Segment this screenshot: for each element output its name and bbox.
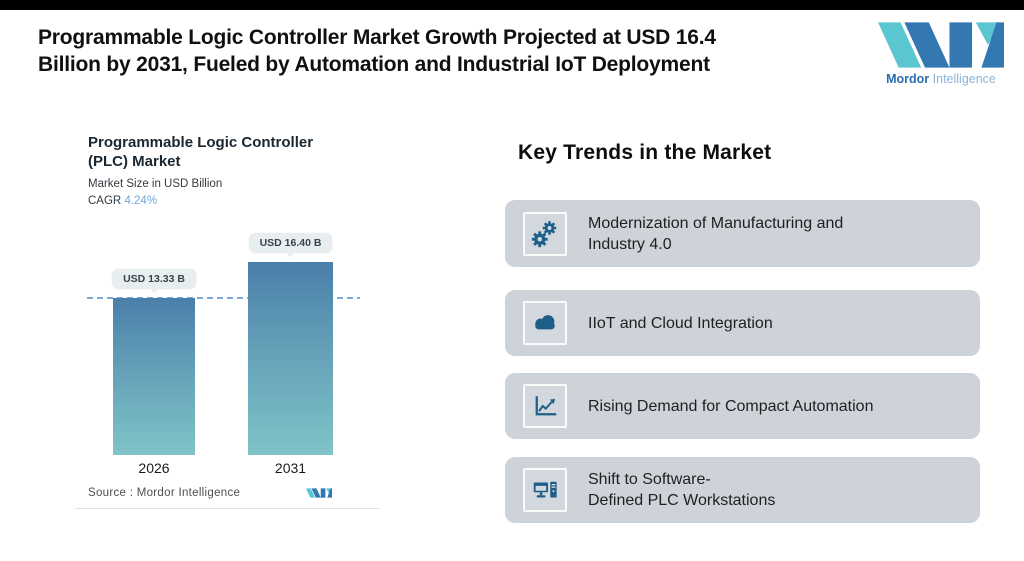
chart-source-text: Source : Mordor Intelligence xyxy=(88,487,241,499)
bar-value-label-2026: USD 13.33 B xyxy=(112,269,196,289)
page-title-line-1: Programmable Logic Controller Market Gro… xyxy=(38,26,716,49)
page-title: Programmable Logic Controller Market Gro… xyxy=(38,24,878,78)
trend-card-iiot-cloud: IIoT and Cloud Integration xyxy=(505,290,980,356)
cloud-icon xyxy=(523,301,567,345)
chart-source-logo-icon xyxy=(306,486,332,504)
trend-card-modernization: Modernization of Manufacturing and Indus… xyxy=(505,200,980,267)
gears-icon xyxy=(523,211,567,256)
trend-label-line-1: Rising Demand for Compact Automation xyxy=(588,397,874,415)
mordor-intelligence-logo-mark-icon xyxy=(878,22,1004,68)
trends-heading: Key Trends in the Market xyxy=(518,141,772,164)
trend-card-software-defined-plc: Shift to Software- Defined PLC Workstati… xyxy=(505,457,980,523)
trend-card-compact-automation: Rising Demand for Compact Automation xyxy=(505,373,980,439)
x-axis-label-2026: 2026 xyxy=(138,460,170,476)
trend-label: Shift to Software- Defined PLC Workstati… xyxy=(588,469,775,511)
bar-2026 xyxy=(113,298,195,455)
line-chart-icon xyxy=(523,384,567,428)
bar-value-label-2031: USD 16.40 B xyxy=(248,233,333,253)
trend-label: Rising Demand for Compact Automation xyxy=(588,396,873,417)
trend-label-line-2: Industry 4.0 xyxy=(588,235,672,253)
chart-title-line-1: Programmable Logic Controller xyxy=(88,134,314,151)
mordor-intelligence-logo: Mordor Intelligence xyxy=(868,22,1014,86)
cagr-value: 4.24% xyxy=(124,195,158,207)
mordor-intelligence-wordmark: Mordor Intelligence xyxy=(868,72,1014,86)
bar-chart-plot-area: USD 13.33 B 2026 USD 16.40 B 2031 xyxy=(75,230,380,476)
trend-label-line-1: Shift to Software- xyxy=(588,471,711,488)
trend-label: Modernization of Manufacturing and Indus… xyxy=(588,213,843,255)
trend-label-line-2: Defined PLC Workstations xyxy=(588,492,776,509)
top-black-bar xyxy=(0,0,1024,10)
brand-word-primary: Mordor xyxy=(886,72,930,86)
trend-label-line-1: Modernization of Manufacturing and xyxy=(588,214,844,232)
reference-dashed-line xyxy=(87,297,360,299)
desktop-computer-icon xyxy=(523,468,567,512)
chart-bottom-divider xyxy=(75,508,380,509)
x-axis-label-2031: 2031 xyxy=(274,460,307,476)
bar-2031 xyxy=(248,262,333,455)
chart-subtitle: Market Size in USD Billion xyxy=(88,178,223,190)
bar-column-2026: USD 13.33 B 2026 xyxy=(112,230,196,476)
brand-word-secondary: Intelligence xyxy=(932,72,996,86)
bar-column-2031: USD 16.40 B 2031 xyxy=(248,230,333,476)
chart-title-line-2: (PLC) Market xyxy=(88,153,181,170)
chart-title: Programmable Logic Controller (PLC) Mark… xyxy=(88,133,313,171)
cagr-label: CAGR xyxy=(88,195,122,207)
page-title-line-2: Billion by 2031, Fueled by Automation an… xyxy=(38,53,710,76)
trend-label-line-1: IIoT and Cloud Integration xyxy=(588,314,773,332)
chart-header: Programmable Logic Controller (PLC) Mark… xyxy=(88,133,313,207)
trend-label: IIoT and Cloud Integration xyxy=(588,313,773,334)
chart-cagr: CAGR 4.24% xyxy=(88,195,313,207)
